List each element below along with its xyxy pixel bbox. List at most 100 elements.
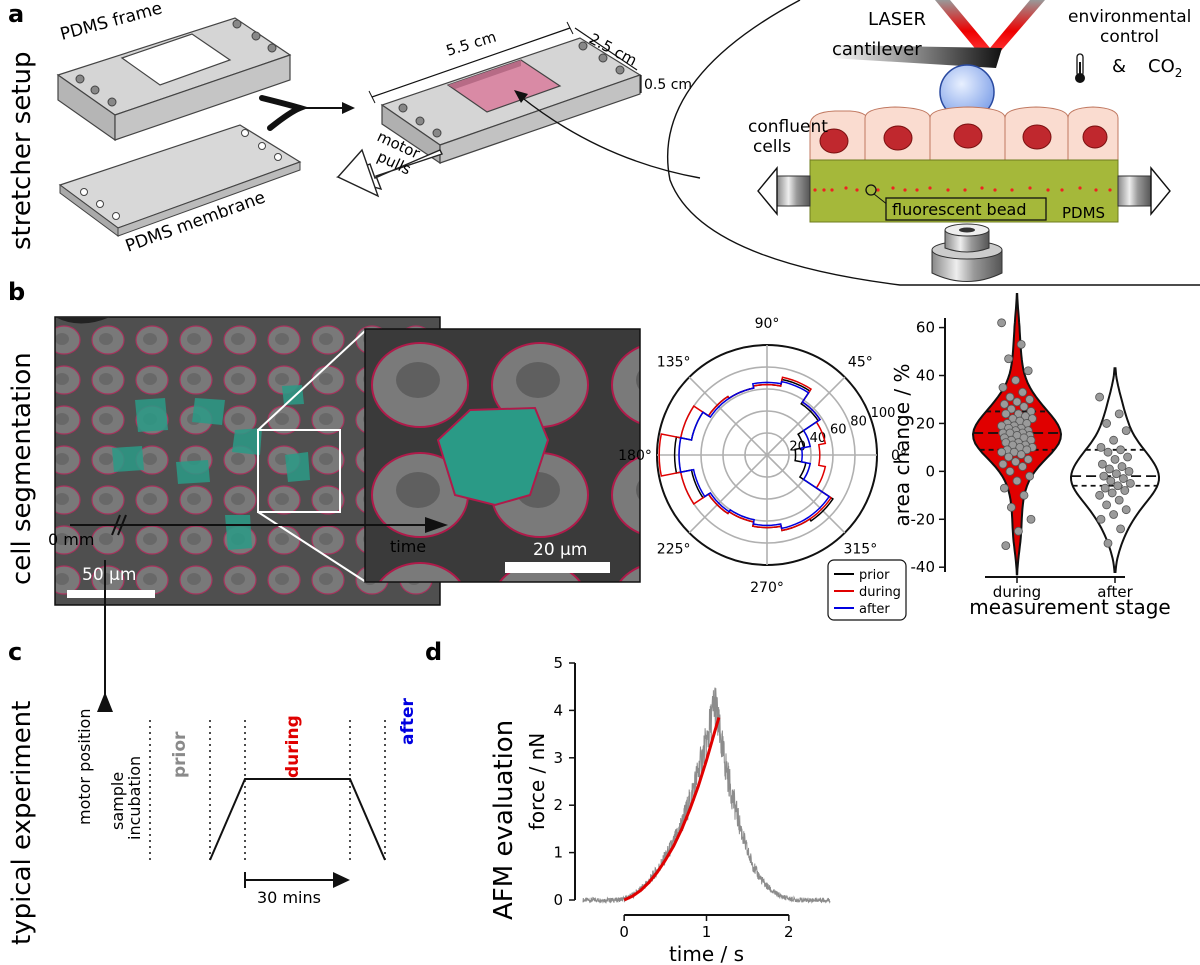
polar-angle-tick: 270° (750, 580, 784, 596)
polar-spoke (688, 454, 768, 534)
violin-point (1121, 505, 1131, 515)
violin-point (1022, 445, 1032, 455)
duration-arrowhead (333, 872, 350, 888)
detail-pointer-arrowhead (514, 90, 528, 103)
violin-point (1102, 500, 1111, 510)
scale-bar-large-label: 50 µm (82, 565, 136, 585)
panel-label-c: c (8, 638, 22, 666)
fluorescent-bead-dots (813, 186, 1112, 192)
violin-point (1004, 354, 1013, 364)
left-pull-arrow (757, 166, 811, 216)
thermometer-icon (1075, 53, 1085, 83)
force-y-tick-label: 2 (553, 796, 563, 814)
violin-point (1018, 462, 1027, 471)
violin-point (1005, 392, 1015, 402)
motor-position-label: motor position (75, 709, 94, 825)
violin-point (1100, 483, 1110, 493)
scale-bar-large (67, 590, 155, 598)
violin-point (1110, 454, 1120, 464)
violin-point (1109, 435, 1118, 445)
sample-label: sample (108, 772, 127, 830)
microscopy-image-zoom (364, 328, 641, 583)
violin-point (1112, 469, 1121, 479)
violin-point (1105, 464, 1114, 474)
violin-x-tick-label: during (993, 583, 1041, 601)
after-label: after (398, 697, 418, 745)
dim-line-width (574, 27, 638, 71)
cells-label-2: cells (753, 137, 791, 157)
laser-label: LASER (868, 9, 926, 30)
panel-c-y-arrowhead (97, 692, 113, 712)
incubation-label: incubation (125, 756, 144, 840)
violin-point (1098, 459, 1107, 469)
force-fit-line (623, 717, 721, 902)
violin-point (1120, 486, 1130, 495)
bead-label-box (885, 197, 1047, 221)
polar-radial-tick: 80 (850, 414, 867, 429)
zero-mm-label: 0 mm (48, 530, 94, 549)
side-label-afm-evaluation: AFM evaluation (489, 720, 519, 920)
violin-chart: -40 -20 0 20 40 60 area change / % measurement … (890, 293, 1171, 619)
violin-point (1113, 481, 1123, 491)
prior-label: prior (170, 731, 190, 778)
polar-spoke (766, 376, 846, 456)
assembled-stretcher-drawing (380, 37, 642, 165)
violin-point (1114, 495, 1124, 505)
polar-spoke (688, 376, 768, 456)
right-pull-arrow (1117, 166, 1171, 216)
violin-point (1103, 447, 1113, 457)
violin-y-tick-label: 60 (916, 319, 935, 337)
merge-arrow-head (342, 102, 355, 114)
violin-point (1014, 526, 1023, 536)
violin-y-tick-label: 20 (916, 414, 935, 432)
violin-point (1121, 426, 1131, 436)
side-label-stretcher-setup: stretcher setup (7, 52, 37, 251)
violin-point (1011, 375, 1020, 385)
force-x-tick-label: 1 (702, 923, 712, 941)
violin-x-tick-label: after (1097, 583, 1133, 601)
polar-angle-tick: 180° (618, 448, 652, 464)
force-chart: 0 1 2 3 4 5 force / nN 0 1 2 time / s (525, 654, 831, 965)
panel-label-d: d (425, 638, 442, 666)
zoom-line-top (257, 329, 367, 431)
violin-y-tick-label: 40 (916, 367, 935, 385)
violin-point (1095, 392, 1104, 402)
violin-point (1096, 442, 1106, 452)
polar-angle-tick: 225° (657, 541, 691, 557)
cantilever-label: cantilever (832, 39, 922, 60)
force-trace-line (582, 687, 831, 904)
violin-point (1028, 414, 1037, 424)
legend-label-during: during (859, 585, 901, 600)
violin-point (1114, 409, 1124, 419)
violin-point (1126, 478, 1135, 488)
env-amp: & (1112, 56, 1126, 77)
legend-label-after: after (859, 602, 890, 617)
violin-point (1026, 514, 1036, 524)
violin-y-tick-label: -20 (911, 510, 936, 528)
legend-label-prior: prior (859, 568, 890, 583)
violin-point (1106, 476, 1116, 486)
polar-spoke (766, 454, 846, 534)
violin-point (997, 318, 1006, 328)
polar-angle-tick: 45° (848, 355, 873, 371)
panel-c-x-arrowhead (425, 517, 448, 533)
polar-angle-tick: 315° (843, 541, 877, 557)
violin-point (1016, 450, 1026, 459)
violin-point (1119, 474, 1128, 483)
violin-point (998, 459, 1008, 469)
violin-point (1023, 366, 1033, 376)
violin-point (1107, 488, 1117, 498)
confluent-cells (809, 106, 1119, 161)
violin-point (1109, 510, 1118, 519)
merge-arrow (259, 95, 310, 131)
violin-point (1012, 397, 1022, 407)
violin-y-label: area change / % (890, 363, 914, 526)
highlighted-bead (865, 184, 877, 196)
polar-series-after (678, 380, 831, 530)
env-label-2: control (1100, 27, 1159, 47)
violin-point (1016, 339, 1026, 349)
motor-pulls-arrowhead (336, 148, 380, 198)
zoom-line-bottom (257, 511, 367, 583)
violin-point (1019, 490, 1029, 500)
force-x-tick-label: 2 (784, 923, 794, 941)
